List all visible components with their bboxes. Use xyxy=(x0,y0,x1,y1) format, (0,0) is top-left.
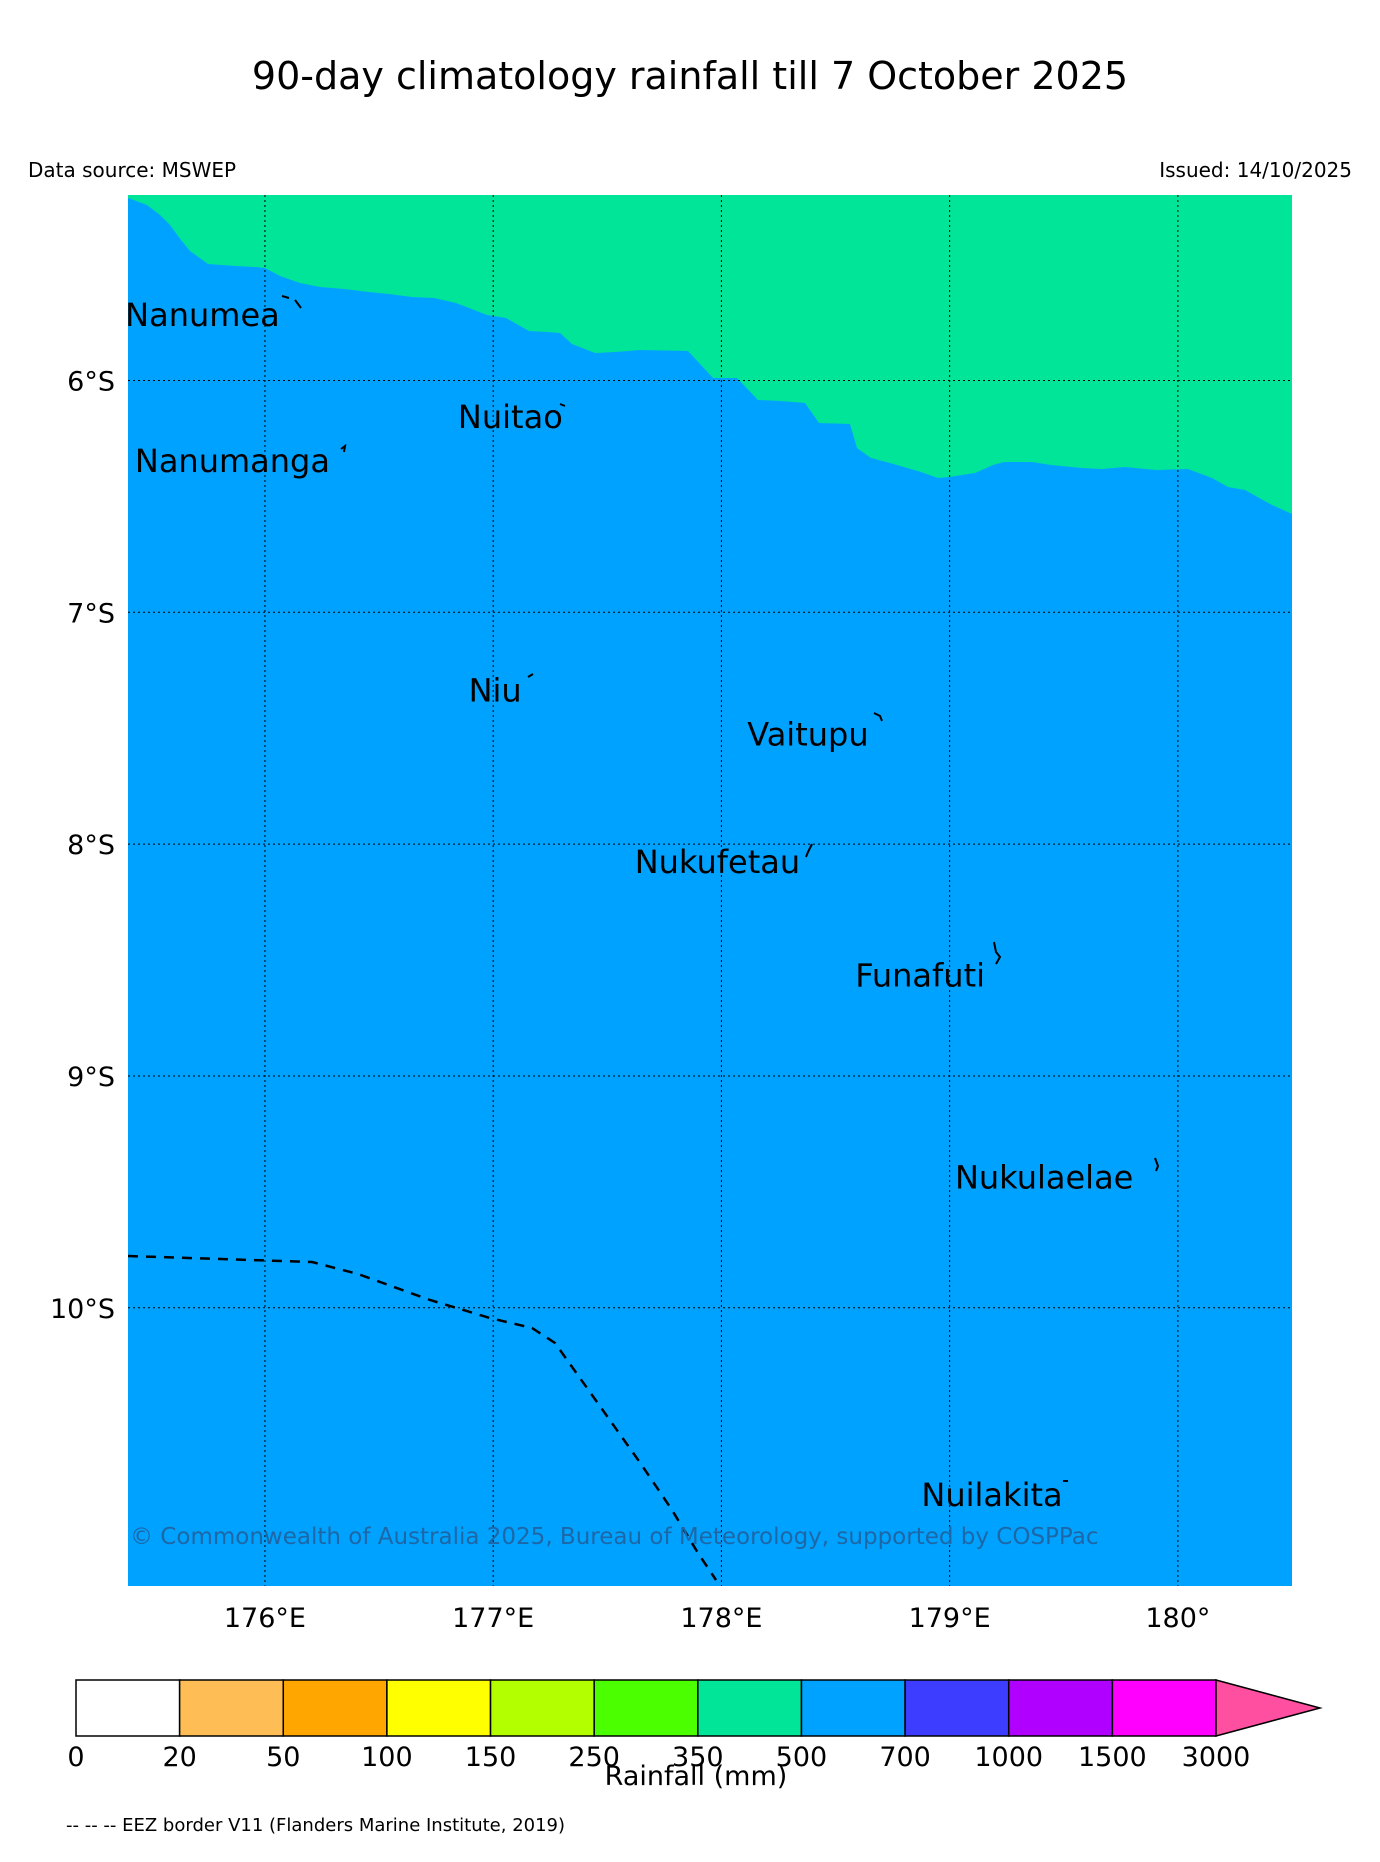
lat-tick-label: 6°S xyxy=(67,366,115,397)
axis-labels: 176°E 177°E 178°E 179°E 180° 6°S 7°S 8°S 9°S 10°S xyxy=(50,366,1210,1634)
nukulaelae-atoll-shape xyxy=(1154,1157,1160,1172)
colorbar-swatch xyxy=(178,1679,285,1737)
colorbar-swatch xyxy=(800,1679,906,1737)
niu-atoll-shape xyxy=(527,673,534,678)
island-outlines xyxy=(281,295,1160,1482)
colorbar-swatch xyxy=(1111,1679,1217,1737)
eez-border-line xyxy=(127,1254,718,1581)
lat-tick-label: 10°S xyxy=(50,1294,115,1325)
colorbar-swatch xyxy=(1007,1679,1114,1737)
colorbar-tick-label: 20 xyxy=(162,1742,196,1773)
place-label-funafuti: Funafuti xyxy=(855,957,985,995)
chart-title: 90-day climatology rainfall till 7 Octob… xyxy=(251,54,1129,98)
lon-tick-label: 176°E xyxy=(224,1603,306,1634)
colorbar-swatch xyxy=(593,1679,699,1737)
nanumanga-atoll-shape xyxy=(340,443,347,453)
issued-date-label: Issued: 14/10/2025 xyxy=(1159,158,1352,182)
graticule-gridlines xyxy=(128,195,1292,1586)
lon-tick-label: 179°E xyxy=(909,1603,991,1634)
nuitao-atoll-shape xyxy=(559,403,566,407)
vaitupu-atoll-shape xyxy=(873,712,883,722)
lon-tick-label: 178°E xyxy=(680,1603,762,1634)
colorbar-tick-label: 150 xyxy=(465,1742,517,1773)
eez-footnote: -- -- -- EEZ border V11 (Flanders Marine… xyxy=(66,1815,566,1836)
place-label-nanumanga: Nanumanga xyxy=(135,442,330,480)
copyright-text: © Commonwealth of Australia 2025, Bureau… xyxy=(130,1524,1099,1550)
lat-tick-label: 7°S xyxy=(67,598,115,629)
lon-tick-label: 177°E xyxy=(452,1603,534,1634)
map-frame xyxy=(128,195,1292,1586)
lat-tick-label: 9°S xyxy=(67,1062,115,1093)
place-label-nanumea: Nanumea xyxy=(125,296,280,334)
place-label-nuilakita: Nuilakita xyxy=(921,1476,1062,1514)
colorbar-tick-label: 350 xyxy=(672,1742,724,1773)
place-label-niu: Niu xyxy=(469,672,522,710)
funafuti-atoll-shape xyxy=(993,941,1002,965)
place-label-nukufetau: Nukufetau xyxy=(635,843,800,881)
nanumea-atoll-shape xyxy=(281,295,302,309)
rainfall-region-north-band xyxy=(128,195,1292,514)
nukufetau-atoll-shape xyxy=(805,843,813,858)
colorbar-tick-label: 700 xyxy=(879,1742,931,1773)
colorbar-swatch xyxy=(75,1679,181,1737)
colorbar-tick-label: 3000 xyxy=(1182,1742,1251,1773)
data-source-label: Data source: MSWEP xyxy=(28,158,237,182)
colorbar-swatch xyxy=(489,1679,595,1737)
lat-tick-label: 8°S xyxy=(67,830,115,861)
eez-border xyxy=(127,1254,718,1581)
colorbar-swatch xyxy=(697,1679,803,1737)
colorbar-extend-arrow xyxy=(1215,1679,1323,1737)
colorbar-swatch xyxy=(282,1679,388,1737)
lon-tick-label: 180° xyxy=(1145,1603,1210,1634)
colorbar-tick-label: 50 xyxy=(266,1742,300,1773)
colorbar-tick-label: 1000 xyxy=(974,1742,1043,1773)
colorbar: 0 20 50 100 150 250 350 500 700 1000 1500 3000 xyxy=(67,1679,1323,1773)
colorbar-swatch xyxy=(386,1679,492,1737)
place-label-vaitupu: Vaitupu xyxy=(747,716,868,754)
colorbar-tick-label: 250 xyxy=(568,1742,620,1773)
place-label-nuitao: Nuitao xyxy=(458,398,563,436)
colorbar-swatch xyxy=(904,1679,1010,1737)
place-labels: Nanumea Nuitao Nanumanga Niu Vaitupu Nukufeta… xyxy=(125,296,1133,1514)
colorbar-tick-label: 500 xyxy=(776,1742,828,1773)
place-label-nukulaelae: Nukulaelae xyxy=(955,1158,1133,1196)
colorbar-title: Rainfall (mm) xyxy=(604,1761,788,1792)
colorbar-tick-label: 1500 xyxy=(1078,1742,1147,1773)
colorbar-tick-label: 100 xyxy=(361,1742,413,1773)
colorbar-tick-label: 0 xyxy=(67,1742,84,1773)
